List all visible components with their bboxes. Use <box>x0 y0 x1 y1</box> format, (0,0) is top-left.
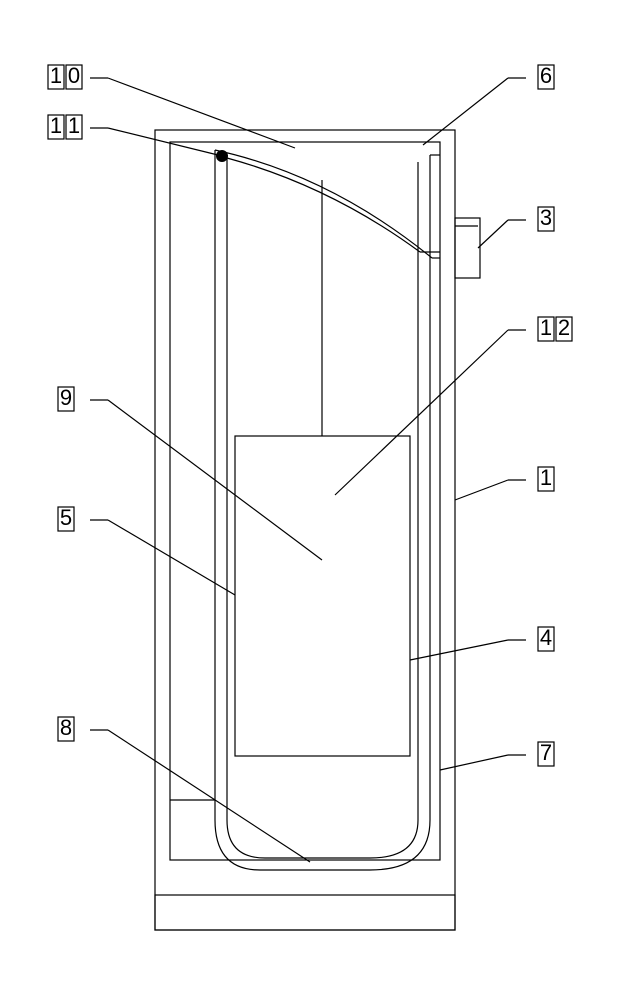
label-l9-char0: 9 <box>60 385 72 410</box>
label-l10-char0: 1 <box>50 63 62 88</box>
label-l10-char1: 0 <box>68 63 80 88</box>
top-arc-outer <box>215 150 432 258</box>
label-l12-char0: 1 <box>540 315 552 340</box>
leader-l4 <box>410 640 508 660</box>
leader-l8 <box>108 730 310 862</box>
label-l1-char0: 1 <box>540 465 552 490</box>
leader-l3 <box>478 220 508 248</box>
leader-l10 <box>108 78 295 148</box>
label-l6-char0: 6 <box>540 63 552 88</box>
label-l3-char0: 3 <box>540 205 552 230</box>
top-arc-inner <box>227 158 420 252</box>
base-plinth <box>155 895 455 930</box>
leader-l1 <box>455 480 508 500</box>
technical-diagram: 13456789101112 <box>0 0 625 1000</box>
label-l4-char0: 4 <box>540 625 552 650</box>
leader-l12 <box>335 330 508 495</box>
inner-frame <box>170 142 440 860</box>
label-l12-char1: 2 <box>558 315 570 340</box>
leader-l5 <box>108 520 235 595</box>
right-tab <box>455 218 480 278</box>
label-l5-char0: 5 <box>60 505 72 530</box>
label-l7-char0: 7 <box>540 740 552 765</box>
label-l11-char0: 1 <box>50 113 62 138</box>
component-box <box>235 436 410 756</box>
label-l8-char0: 8 <box>60 715 72 740</box>
leader-l7 <box>440 755 508 770</box>
leader-l6 <box>423 78 508 145</box>
label-l11-char1: 1 <box>68 113 80 138</box>
